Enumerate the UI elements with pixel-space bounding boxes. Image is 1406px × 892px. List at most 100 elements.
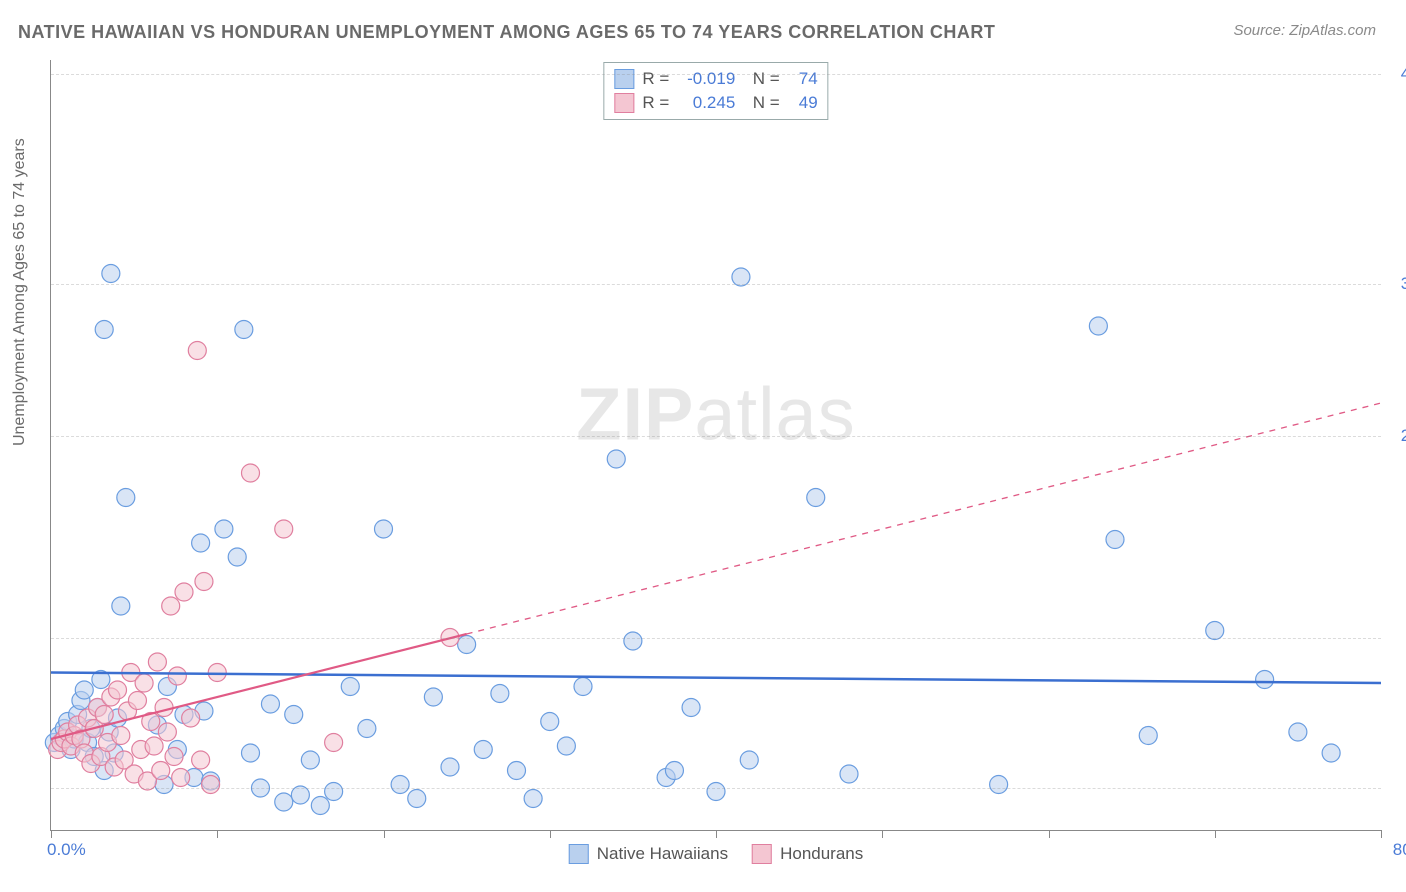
data-point [491, 685, 509, 703]
data-point [195, 573, 213, 591]
x-tick [716, 830, 717, 838]
data-point [155, 699, 173, 717]
data-point [202, 776, 220, 794]
data-point [208, 664, 226, 682]
data-point [275, 793, 293, 811]
data-point [215, 520, 233, 538]
data-point [557, 737, 575, 755]
data-point [1089, 317, 1107, 335]
stats-legend: R =-0.019 N =74 R =0.245 N =49 [603, 62, 828, 120]
data-point [341, 678, 359, 696]
data-point [740, 751, 758, 769]
data-point [508, 762, 526, 780]
data-point [261, 695, 279, 713]
data-point [1139, 727, 1157, 745]
data-point [152, 762, 170, 780]
legend-item-hawaiian: Native Hawaiians [569, 844, 728, 864]
data-point [192, 534, 210, 552]
x-tick [1215, 830, 1216, 838]
data-point [1256, 671, 1274, 689]
y-axis-label: Unemployment Among Ages 65 to 74 years [11, 138, 29, 446]
data-point [128, 692, 146, 710]
gridline [51, 74, 1381, 75]
data-point [840, 765, 858, 783]
data-point [358, 720, 376, 738]
data-point [117, 489, 135, 507]
data-point [145, 737, 163, 755]
plot-area: ZIPatlas R =-0.019 N =74 R =0.245 N =49 … [50, 60, 1381, 831]
data-point [408, 790, 426, 808]
swatch-hawaiian [614, 69, 634, 89]
data-point [135, 674, 153, 692]
data-point [148, 653, 166, 671]
data-point [162, 597, 180, 615]
legend-swatch-honduran [752, 844, 772, 864]
data-point [95, 706, 113, 724]
data-point [311, 797, 329, 815]
x-tick [51, 830, 52, 838]
data-point [95, 321, 113, 339]
data-point [375, 520, 393, 538]
y-tick-label: 40.0% [1401, 64, 1406, 84]
data-point [228, 548, 246, 566]
x-tick [1381, 830, 1382, 838]
data-point [325, 734, 343, 752]
data-point [285, 706, 303, 724]
x-tick [550, 830, 551, 838]
swatch-honduran [614, 93, 634, 113]
stats-row-honduran: R =0.245 N =49 [614, 91, 817, 115]
data-point [182, 709, 200, 727]
data-point [102, 265, 120, 283]
data-point [192, 751, 210, 769]
data-point [1289, 723, 1307, 741]
y-tick-label: 20.0% [1401, 426, 1406, 446]
data-point [242, 744, 260, 762]
data-point [441, 758, 459, 776]
x-tick-label: 80.0% [1393, 840, 1406, 860]
n-value-hawaiian: 74 [788, 67, 818, 91]
data-point [807, 489, 825, 507]
data-point [325, 783, 343, 801]
data-point [524, 790, 542, 808]
data-point [682, 699, 700, 717]
bottom-legend: Native Hawaiians Hondurans [569, 844, 864, 864]
data-point [112, 727, 130, 745]
data-point [990, 776, 1008, 794]
legend-swatch-hawaiian [569, 844, 589, 864]
x-tick [384, 830, 385, 838]
trend-line-solid [51, 673, 1381, 684]
r-value-honduran: 0.245 [677, 91, 735, 115]
gridline [51, 788, 1381, 789]
data-point [707, 783, 725, 801]
trend-line-dashed [467, 403, 1381, 634]
legend-label-hawaiian: Native Hawaiians [597, 844, 728, 864]
legend-item-honduran: Hondurans [752, 844, 863, 864]
data-point [275, 520, 293, 538]
data-point [242, 464, 260, 482]
data-point [188, 342, 206, 360]
data-point [424, 688, 442, 706]
data-point [172, 769, 190, 787]
data-point [665, 762, 683, 780]
data-point [541, 713, 559, 731]
data-point [391, 776, 409, 794]
n-value-honduran: 49 [788, 91, 818, 115]
data-point [235, 321, 253, 339]
data-point [301, 751, 319, 769]
data-point [607, 450, 625, 468]
r-value-hawaiian: -0.019 [677, 67, 735, 91]
x-tick [882, 830, 883, 838]
stats-row-hawaiian: R =-0.019 N =74 [614, 67, 817, 91]
x-tick [1049, 830, 1050, 838]
data-point [175, 583, 193, 601]
data-point [1322, 744, 1340, 762]
data-point [574, 678, 592, 696]
gridline [51, 436, 1381, 437]
data-point [474, 741, 492, 759]
source-attribution: Source: ZipAtlas.com [1233, 22, 1376, 39]
chart-title: NATIVE HAWAIIAN VS HONDURAN UNEMPLOYMENT… [18, 22, 995, 43]
data-point [1106, 531, 1124, 549]
x-tick-label: 0.0% [47, 840, 86, 860]
y-tick-label: 30.0% [1401, 274, 1406, 294]
data-point [165, 748, 183, 766]
